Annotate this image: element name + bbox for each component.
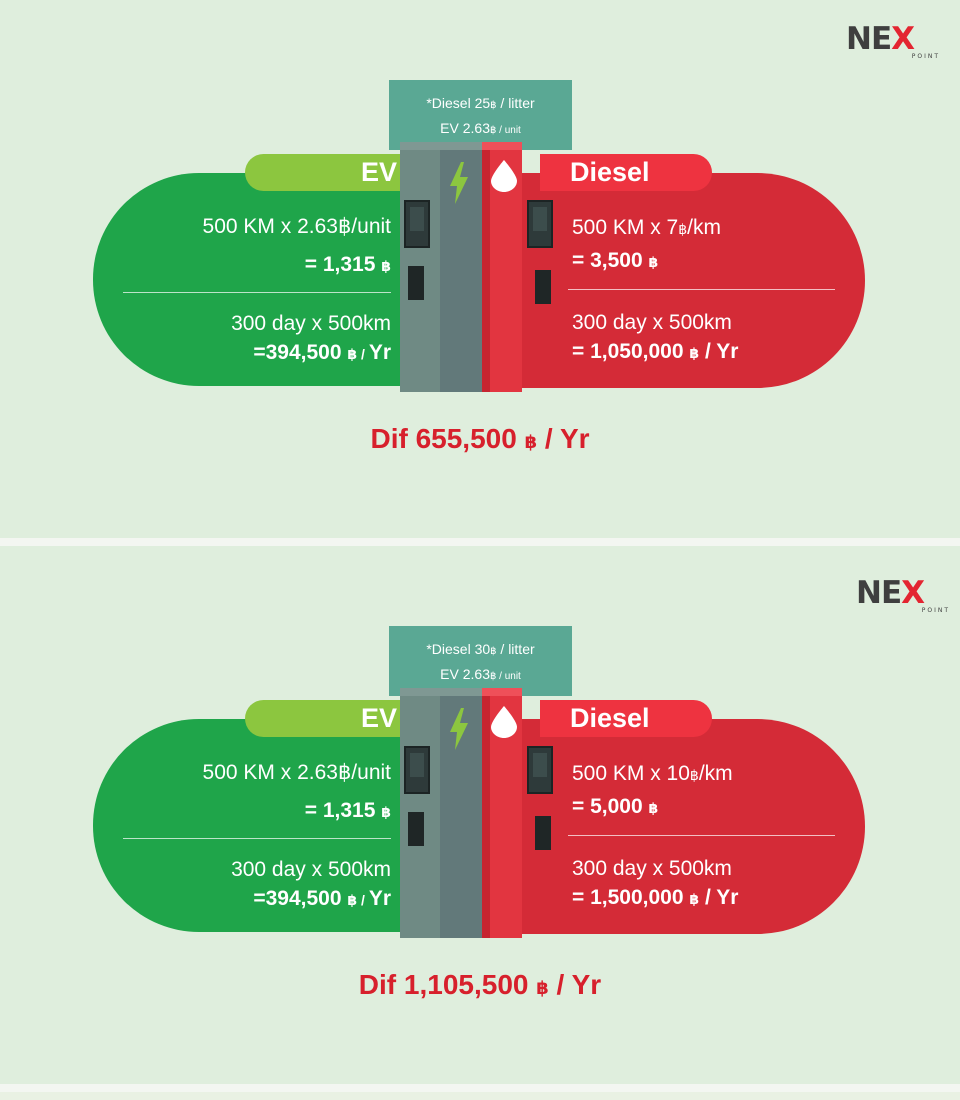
diesel-screen-icon bbox=[527, 746, 553, 794]
dif-unit: ฿ bbox=[536, 978, 549, 998]
nexpoint-logo: NEX POINT bbox=[856, 576, 956, 620]
diesel-yearly-formula: 300 day x 500km bbox=[572, 857, 732, 880]
ev-row-separator bbox=[123, 292, 391, 293]
lightning-bolt-icon bbox=[450, 708, 468, 750]
price-note: *Diesel 30฿ / litter EV 2.63฿ / unit bbox=[389, 626, 572, 696]
comparison-panel-2: NEX POINT *Diesel 30฿ / litter EV 2.63฿ … bbox=[0, 546, 960, 1084]
note-line1: *Diesel 25 bbox=[426, 95, 491, 111]
panel-divider bbox=[0, 538, 960, 546]
note-line2: EV 2.63 bbox=[440, 120, 490, 136]
ev-label: EV bbox=[360, 703, 397, 733]
diesel-daily-cost: = 5,000 bbox=[572, 795, 643, 818]
diesel-yearly-unit: ฿ bbox=[689, 891, 700, 907]
yearly-difference: Dif 1,105,500 ฿ / Yr bbox=[0, 969, 960, 1001]
diesel-yearly-cost: = 1,500,000 bbox=[572, 886, 684, 909]
diesel-screen-icon bbox=[527, 200, 553, 248]
diesel-daily-formula: 500 KM x 7 bbox=[572, 216, 679, 239]
note-line1-post: / litter bbox=[496, 641, 535, 657]
ev-yearly-cost: =394,500 bbox=[253, 887, 342, 910]
diesel-yearly-tail: / Yr bbox=[699, 340, 739, 363]
ev-cost-pill bbox=[93, 173, 423, 386]
dif-amount: Dif 655,500 bbox=[370, 423, 517, 454]
diesel-daily-formula-unit: ฿ bbox=[689, 767, 699, 783]
dif-unit: ฿ bbox=[524, 432, 538, 452]
panel-divider bbox=[0, 1084, 960, 1092]
lightning-bolt-icon bbox=[450, 162, 468, 204]
ev-slot-icon bbox=[408, 266, 424, 300]
diesel-cost-pill bbox=[520, 173, 865, 388]
logo-x: X bbox=[901, 575, 925, 611]
diesel-slot-icon bbox=[535, 270, 551, 304]
ev-slot-icon bbox=[408, 812, 424, 846]
fuel-drop-icon bbox=[491, 160, 517, 192]
ev-yearly-unit: ฿ / bbox=[347, 346, 369, 362]
ev-yearly-formula: 300 day x 500km bbox=[231, 858, 391, 881]
note-line2-unit: ฿ / unit bbox=[490, 671, 521, 682]
fuel-pump-illustration bbox=[400, 688, 522, 938]
diesel-label: Diesel bbox=[570, 703, 650, 733]
price-note: *Diesel 25฿ / litter EV 2.63฿ / unit bbox=[389, 80, 572, 150]
dif-tail: / Yr bbox=[537, 423, 590, 454]
note-line2-unit: ฿ / unit bbox=[490, 125, 521, 136]
diesel-daily-formula-post: /km bbox=[687, 216, 721, 239]
ev-screen-icon bbox=[404, 746, 430, 794]
diesel-daily-formula-unit: ฿ bbox=[678, 221, 688, 237]
logo-sub: POINT bbox=[921, 607, 950, 614]
diesel-cost-pill bbox=[520, 719, 865, 934]
diesel-tab: Diesel bbox=[540, 154, 712, 191]
ev-daily-formula: 500 KM x 2.63฿/unit bbox=[202, 761, 391, 784]
ev-daily-unit: ฿ bbox=[381, 804, 391, 820]
diesel-yearly-formula: 300 day x 500km bbox=[572, 311, 732, 334]
ev-yearly-cost: =394,500 bbox=[253, 341, 342, 364]
yearly-difference: Dif 655,500 ฿ / Yr bbox=[0, 423, 960, 455]
logo-sub: POINT bbox=[911, 53, 940, 60]
ev-daily-unit: ฿ bbox=[381, 258, 391, 274]
diesel-tab: Diesel bbox=[540, 700, 712, 737]
diesel-label: Diesel bbox=[570, 157, 650, 187]
note-line1-unit: ฿ bbox=[490, 100, 497, 111]
nexpoint-logo: NEX POINT bbox=[846, 22, 946, 66]
ev-daily-cost: = 1,315 bbox=[304, 799, 376, 822]
logo-x: X bbox=[891, 21, 915, 57]
ev-tab: EV bbox=[245, 154, 415, 191]
note-line1-post: / litter bbox=[496, 95, 535, 111]
logo-word: NE bbox=[846, 21, 892, 57]
diesel-row-separator bbox=[568, 289, 835, 290]
ev-yearly-formula: 300 day x 500km bbox=[231, 312, 391, 335]
diesel-daily-cost: = 3,500 bbox=[572, 249, 643, 272]
diesel-daily-formula-post: /km bbox=[698, 762, 733, 785]
ev-tab: EV bbox=[245, 700, 415, 737]
ev-daily-formula: 500 KM x 2.63฿/unit bbox=[202, 215, 391, 238]
diesel-daily-unit: ฿ bbox=[648, 800, 659, 816]
ev-yearly-tail: Yr bbox=[368, 887, 391, 910]
ev-label: EV bbox=[360, 157, 397, 187]
ev-yearly-tail: Yr bbox=[368, 341, 391, 364]
dif-amount: Dif 1,105,500 bbox=[358, 969, 529, 1000]
ev-cost-pill bbox=[93, 719, 423, 932]
diesel-yearly-tail: / Yr bbox=[699, 886, 739, 909]
diesel-row-separator bbox=[568, 835, 835, 836]
note-line1: *Diesel 30 bbox=[426, 641, 491, 657]
ev-daily-cost: = 1,315 bbox=[304, 253, 376, 276]
ev-screen-icon bbox=[404, 200, 430, 248]
dif-tail: / Yr bbox=[548, 969, 602, 1000]
ev-yearly-unit: ฿ / bbox=[347, 892, 369, 908]
diesel-daily-formula: 500 KM x 10 bbox=[572, 762, 690, 785]
diesel-yearly-cost: = 1,050,000 bbox=[572, 340, 684, 363]
fuel-pump-illustration bbox=[400, 142, 522, 392]
comparison-panel-1: NEX POINT *Diesel 25฿ / litter EV 2.63฿ … bbox=[0, 0, 960, 538]
logo-word: NE bbox=[856, 575, 902, 611]
diesel-yearly-unit: ฿ bbox=[689, 345, 700, 361]
note-line1-unit: ฿ bbox=[490, 646, 497, 657]
diesel-slot-icon bbox=[535, 816, 551, 850]
note-line2: EV 2.63 bbox=[440, 666, 490, 682]
fuel-drop-icon bbox=[491, 706, 517, 738]
diesel-daily-unit: ฿ bbox=[648, 254, 659, 270]
ev-row-separator bbox=[123, 838, 391, 839]
